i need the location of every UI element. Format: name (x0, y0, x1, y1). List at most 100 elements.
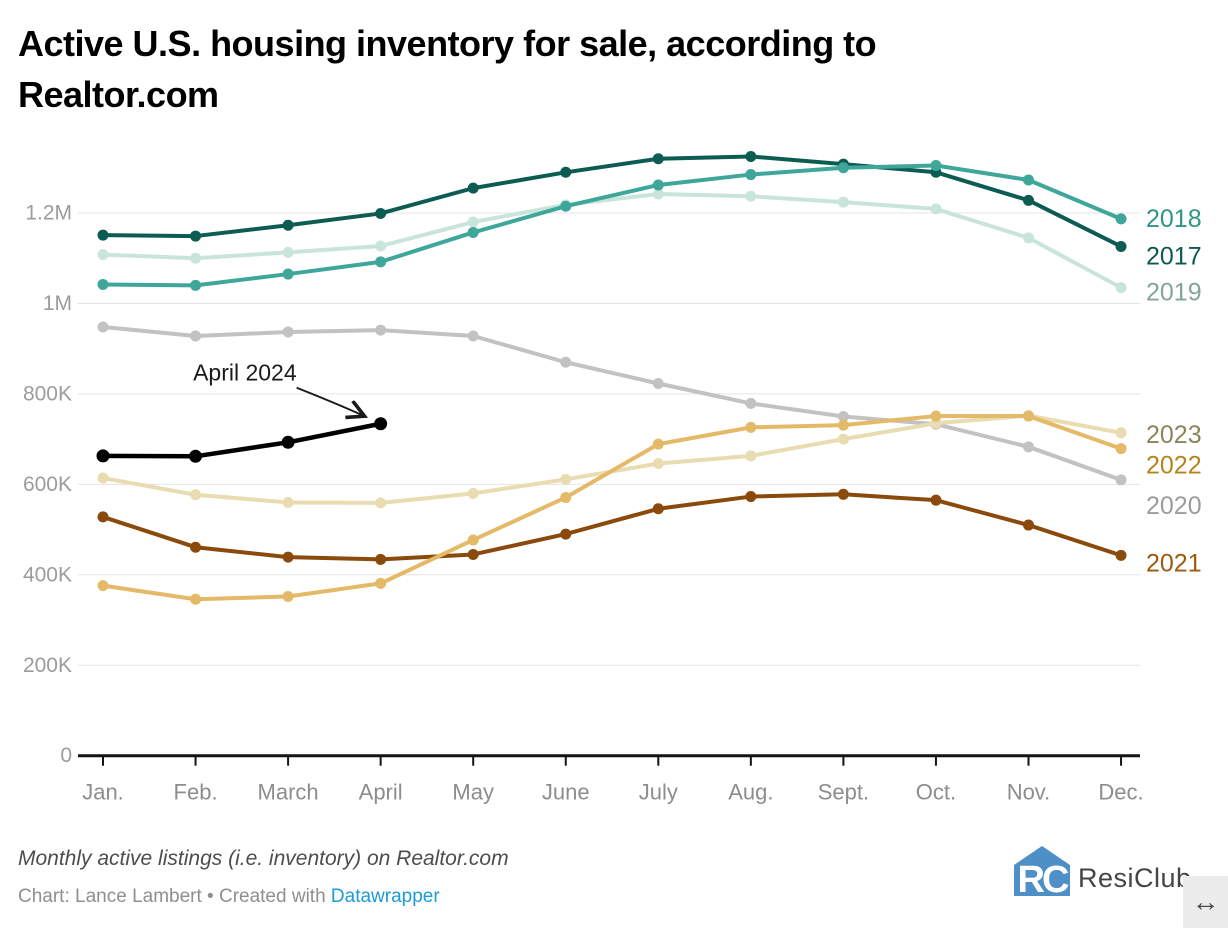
data-point-2018-Sept. (837, 162, 849, 174)
x-axis-label-March: March (258, 780, 319, 805)
x-axis-label-Oct.: Oct. (916, 780, 956, 805)
data-point-2021-Jan. (97, 511, 109, 523)
data-point-2021-July (652, 503, 664, 515)
data-point-2024-March (281, 435, 295, 449)
data-point-2020-May (467, 330, 479, 342)
data-point-2018-July (652, 179, 664, 191)
x-axis-label-June: June (542, 780, 590, 805)
data-point-2018-May (467, 226, 479, 238)
data-point-2017-May (467, 182, 479, 194)
data-point-2020-Feb. (190, 330, 202, 342)
series-line-2019 (101, 192, 1124, 290)
data-point-2018-Feb. (190, 279, 202, 291)
resiclub-house-icon: RC (1014, 846, 1070, 901)
line-chart: 1.2M 1M 800K 600K 400K 200K 0 Jan. Feb. March Apri… (23, 150, 1202, 805)
data-point-2022-June (560, 491, 572, 503)
data-point-2017-Nov. (1023, 194, 1034, 206)
data-point-2022-Feb. (190, 593, 202, 605)
data-point-2020-June (560, 356, 572, 368)
data-point-2017-Aug. (745, 150, 757, 162)
year-label-2019: 2019 (1146, 279, 1202, 307)
chart-title: Active U.S. housing inventory for sale, … (18, 18, 1098, 120)
data-point-2021-March (282, 551, 294, 563)
data-point-2019-Aug. (745, 190, 757, 202)
data-point-2024-Jan. (96, 449, 110, 463)
svg-text:RC: RC (1018, 859, 1069, 901)
data-point-2018-Dec. (1115, 213, 1127, 225)
y-axis-label-400K: 400K (23, 563, 72, 586)
x-axis-label-July: July (639, 780, 678, 805)
data-point-2019-Oct. (930, 203, 942, 215)
data-point-2023-Jan. (97, 472, 109, 484)
data-point-2018-Oct. (930, 160, 942, 172)
data-point-2019-Dec. (1115, 282, 1127, 294)
data-point-2021-Dec. (1115, 549, 1127, 561)
datawrapper-link[interactable]: Datawrapper (330, 886, 440, 907)
data-point-2022-Jan. (97, 580, 109, 592)
data-point-2020-Jan. (97, 321, 109, 333)
resiclub-logo: RC ResiClub (1014, 846, 1192, 910)
data-point-2023-Sept. (837, 433, 849, 445)
series-line-2020 (101, 324, 1124, 482)
annotation-arrow (296, 386, 364, 416)
x-axis-label-Jan.: Jan. (82, 780, 124, 805)
series-line-2018 (101, 163, 1124, 288)
data-point-2017-Jan. (97, 229, 109, 241)
y-axis-label-200K: 200K (23, 654, 72, 677)
data-point-2022-May (467, 534, 479, 546)
data-point-2020-July (652, 377, 664, 389)
data-point-2021-Sept. (837, 488, 849, 500)
data-point-2023-July (652, 458, 664, 470)
data-point-2021-June (560, 528, 572, 540)
data-point-2021-Nov. (1023, 519, 1034, 531)
data-point-2018-Nov. (1023, 174, 1034, 186)
data-point-2018-April (375, 256, 387, 268)
data-point-2023-May (467, 487, 479, 499)
year-label-2020: 2020 (1146, 492, 1202, 520)
data-point-2017-March (282, 219, 294, 231)
x-axis-label-Nov.: Nov. (1007, 780, 1051, 805)
chart-byline: Chart: Lance Lambert • Created with Data… (18, 886, 440, 908)
series-line-2024 (100, 421, 383, 459)
x-axis-label-Feb.: Feb. (174, 780, 218, 805)
data-point-2017-Feb. (190, 230, 202, 242)
data-point-2023-June (560, 473, 572, 485)
x-axis-label-Aug.: Aug. (728, 780, 773, 805)
data-point-2019-March (282, 246, 294, 258)
data-point-2020-March (282, 326, 294, 338)
resize-arrows-icon: ↔ (1191, 886, 1220, 917)
data-point-2019-April (375, 240, 387, 252)
year-label-2023: 2023 (1146, 421, 1202, 449)
chart-note: Monthly active listings (i.e. inventory)… (18, 847, 509, 870)
data-point-2019-July (652, 188, 664, 200)
data-point-2022-Nov. (1023, 410, 1034, 422)
data-point-2019-May (467, 216, 479, 228)
data-point-2021-Feb. (190, 541, 202, 553)
data-point-2022-Aug. (745, 421, 757, 433)
y-axis-label-600K: 600K (23, 473, 72, 496)
series-line-2023 (101, 413, 1124, 505)
resiclub-logo-text: ResiClub (1078, 862, 1192, 893)
y-axis-label-1.2M: 1.2M (25, 202, 72, 225)
data-point-2020-Sept. (837, 411, 849, 423)
data-point-2017-Dec. (1115, 240, 1127, 252)
year-label-2021: 2021 (1146, 549, 1202, 577)
data-point-2023-Feb. (190, 489, 202, 501)
data-point-2018-March (282, 268, 294, 280)
series-line-2021 (101, 492, 1124, 562)
data-point-2022-April (375, 577, 387, 589)
data-point-2019-Jan. (97, 249, 109, 261)
year-label-2018: 2018 (1146, 205, 1202, 233)
y-axis-label-800K: 800K (23, 382, 72, 405)
data-point-2022-March (282, 591, 294, 603)
resize-handle[interactable]: ↔ (1183, 876, 1228, 928)
annotation-label: April 2024 (193, 360, 297, 386)
x-axis-label-Dec.: Dec. (1098, 780, 1143, 805)
data-point-2021-May (467, 548, 479, 560)
series-line-2022 (101, 414, 1124, 602)
data-point-2021-Oct. (930, 494, 942, 506)
year-label-2017: 2017 (1146, 242, 1202, 270)
data-point-2018-Aug. (745, 169, 757, 181)
data-point-2023-April (375, 497, 387, 509)
